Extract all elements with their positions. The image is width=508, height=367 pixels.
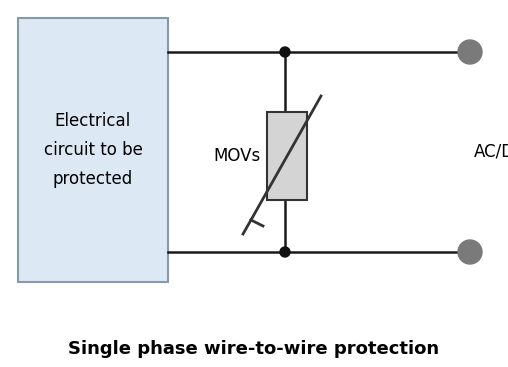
Text: AC/DC: AC/DC [474,143,508,161]
Circle shape [458,40,482,64]
Text: MOVs: MOVs [214,147,261,165]
Circle shape [280,47,290,57]
Circle shape [458,240,482,264]
Bar [18,18,168,282]
Circle shape [280,247,290,257]
Text: Electrical
circuit to be
protected: Electrical circuit to be protected [44,112,142,188]
Text: Single phase wire-to-wire protection: Single phase wire-to-wire protection [69,340,439,358]
Bar [267,112,307,200]
